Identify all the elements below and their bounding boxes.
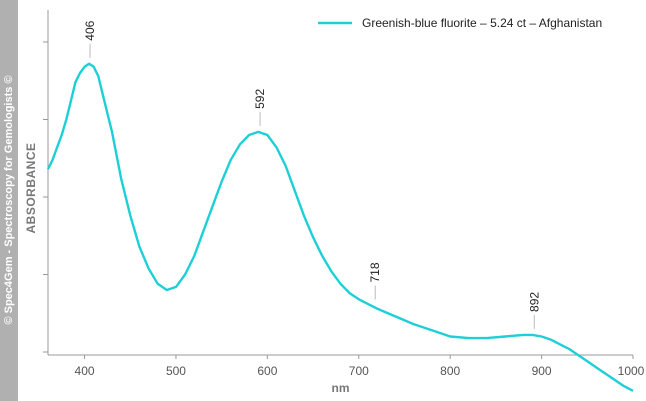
x-tick-label-800: 800 [440,364,460,378]
axes [47,10,633,356]
series-line [46,62,634,392]
x-tick-label-400: 400 [75,364,95,378]
annotation-592: 592 [253,89,267,109]
legend-entry: Greenish-blue fluorite – 5.24 ct – Afgha… [362,16,602,30]
x-tick-label-1000: 1000 [618,364,645,378]
legend[interactable]: Greenish-blue fluorite – 5.24 ct – Afgha… [318,16,602,30]
ticks: 400 500 600 700 800 900 1000 [43,41,645,378]
annotation-718: 718 [368,262,382,282]
peak-annotations: 406 592 718 892 [83,20,541,329]
x-tick-label-600: 600 [257,364,277,378]
y-axis-title: ABSORBANCE [24,142,38,233]
x-tick-label-500: 500 [166,364,186,378]
x-axis-title: nm [332,381,350,395]
annotation-406: 406 [83,20,97,40]
watermark-sidebar: © Spec4Gem - Spectroscopy for Gemologist… [0,0,18,401]
x-tick-label-900: 900 [532,364,552,378]
x-tick-label-700: 700 [349,364,369,378]
annotation-892: 892 [527,292,541,312]
